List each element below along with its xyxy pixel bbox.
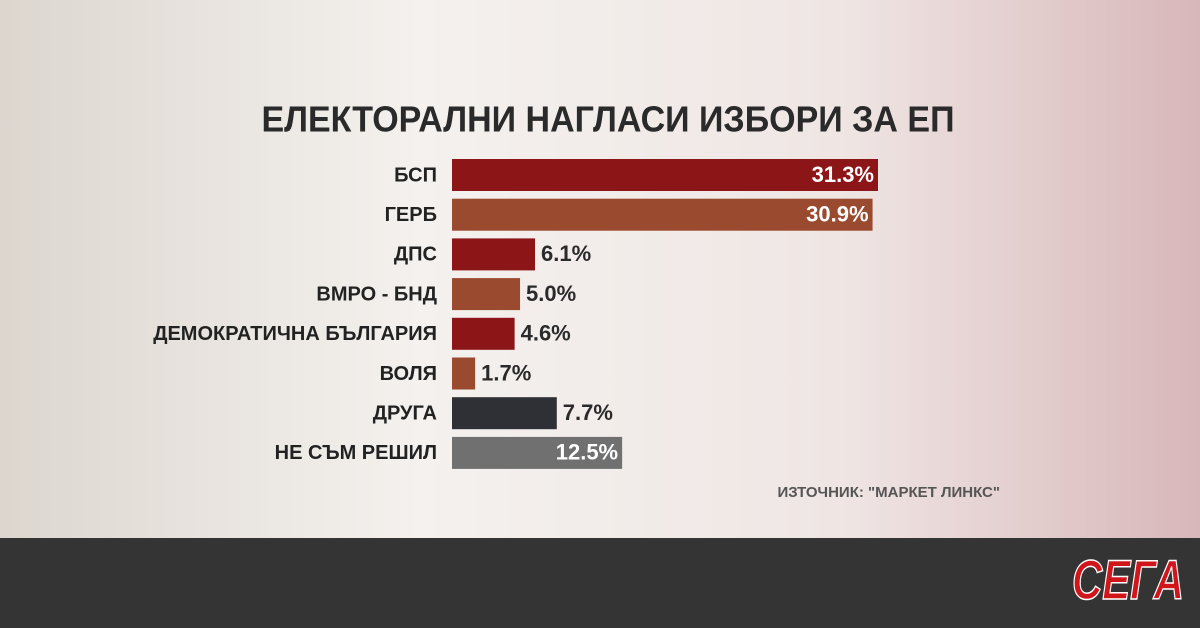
category-label: БСП [394, 164, 437, 186]
category-label: ДПС [394, 244, 437, 266]
value-label: 1.7% [481, 360, 531, 385]
bar [452, 397, 557, 430]
brand-logo: СЕГА [1072, 548, 1184, 611]
bar [452, 238, 536, 271]
value-label: 4.6% [521, 321, 571, 346]
value-label: 5.0% [526, 281, 576, 306]
category-label: ВОЛЯ [380, 363, 437, 385]
source-note: ИЗТОЧНИК: "МАРКЕТ ЛИНКС" [777, 484, 1000, 501]
category-label: ДРУГА [373, 402, 437, 424]
value-label: 30.9% [806, 202, 868, 227]
bar [452, 278, 521, 311]
category-label: НЕ СЪМ РЕШИЛ [275, 442, 437, 464]
bar [452, 198, 873, 231]
value-label: 12.5% [556, 440, 618, 465]
value-label: 31.3% [812, 162, 874, 187]
value-label: 6.1% [541, 241, 591, 266]
category-label: ВМРО - БНД [316, 283, 437, 305]
value-label: 7.7% [563, 400, 613, 425]
category-label: ДЕМОКРАТИЧНА БЪЛГАРИЯ [153, 323, 437, 345]
bar [452, 159, 878, 191]
bar [452, 357, 476, 390]
footer-band [0, 538, 1200, 628]
category-label: ГЕРБ [385, 204, 437, 226]
bar [452, 317, 515, 350]
bar [452, 436, 623, 469]
chart-title: ЕЛЕКТОРАЛНИ НАГЛАСИ ИЗБОРИ ЗА ЕП [262, 99, 955, 140]
